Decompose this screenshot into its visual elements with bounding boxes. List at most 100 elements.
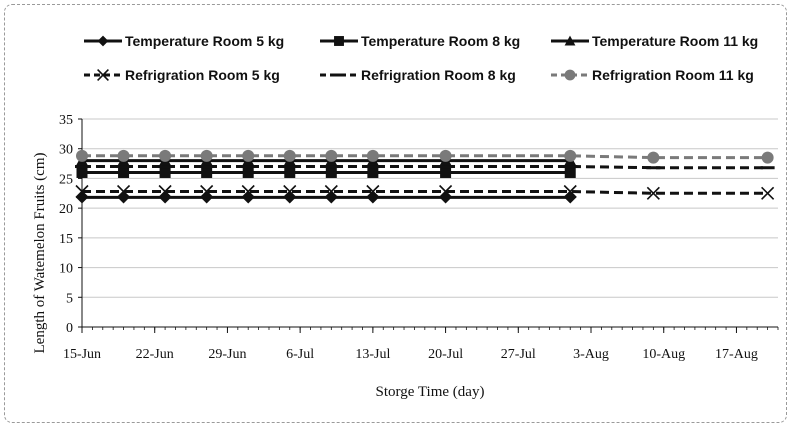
- data-point: [367, 166, 379, 178]
- series-line: [82, 190, 768, 195]
- data-point: [439, 191, 452, 204]
- data-point: [283, 184, 297, 199]
- data-point: [200, 191, 213, 204]
- x-tick-label: 17-Aug: [715, 347, 758, 362]
- data-point: [117, 191, 130, 204]
- data-point-shape: [76, 191, 88, 204]
- data-point: [324, 184, 338, 199]
- data-point: [283, 149, 296, 162]
- x-tick-label: 10-Aug: [642, 347, 685, 362]
- data-point-shape: [366, 191, 379, 204]
- legend-marker: [97, 35, 109, 47]
- legend-entry: Refrigration Room 5 kg: [84, 67, 280, 83]
- data-point-shape: [367, 166, 379, 178]
- data-point: [564, 191, 577, 204]
- data-point: [159, 191, 172, 204]
- data-point-shape: [325, 149, 338, 162]
- data-point-shape: [564, 191, 577, 204]
- data-point-shape: [366, 149, 379, 162]
- legend-entry: Refrigration Room 11 kg: [551, 67, 754, 83]
- data-point-shape: [158, 184, 172, 199]
- x-tick-label: 15-Jun: [63, 347, 101, 362]
- legend-marker: [564, 35, 576, 46]
- legend-label: Temperature Room 5 kg: [125, 33, 284, 49]
- data-point: [439, 149, 452, 162]
- data-point: [325, 166, 337, 178]
- data-point: [761, 151, 774, 164]
- y-tick-label: 35: [59, 113, 73, 128]
- series-line: [82, 154, 768, 160]
- data-point: [75, 184, 89, 199]
- legend-label: Refrigration Room 5 kg: [125, 67, 280, 83]
- data-point-shape: [200, 191, 213, 204]
- data-point-shape: [201, 166, 213, 178]
- data-point-shape: [324, 184, 338, 199]
- data-point: [242, 149, 255, 162]
- y-tick-label: 0: [66, 321, 73, 336]
- legend-entry: Refrigration Room 8 kg: [320, 67, 516, 83]
- data-point-shape: [159, 191, 172, 204]
- legend-marker: [97, 69, 109, 81]
- data-point: [564, 166, 576, 178]
- data-point-shape: [366, 184, 380, 199]
- data-point: [647, 151, 660, 164]
- data-point-shape: [118, 166, 130, 178]
- data-point: [646, 186, 660, 200]
- data-point: [241, 184, 255, 199]
- data-point-shape: [200, 149, 213, 162]
- data-point-shape: [242, 191, 255, 204]
- data-point-shape: [439, 191, 452, 204]
- legend-marker-shape: [564, 69, 576, 81]
- series-line: [82, 165, 768, 170]
- data-point-shape: [159, 166, 171, 178]
- data-point-shape: [241, 184, 255, 199]
- legend-label: Refrigration Room 11 kg: [592, 67, 754, 83]
- data-point-shape: [284, 166, 296, 178]
- data-point-shape: [116, 184, 131, 199]
- legend-entry: Temperature Room 8 kg: [320, 33, 520, 49]
- data-point: [76, 191, 88, 204]
- data-point-shape: [440, 166, 452, 178]
- legend-marker: [564, 69, 576, 81]
- legend-label: Temperature Room 8 kg: [361, 33, 520, 49]
- data-point: [117, 149, 130, 162]
- data-point-shape: [76, 149, 88, 162]
- y-tick-label: 5: [66, 291, 73, 306]
- data-point: [439, 184, 453, 199]
- data-point-shape: [76, 166, 88, 178]
- data-point-shape: [325, 166, 337, 178]
- data-point: [563, 184, 577, 199]
- data-point-shape: [200, 184, 214, 199]
- series-4: [75, 184, 775, 200]
- data-point-shape: [761, 186, 775, 200]
- axes: 0 5 10 15 20 25 30 35 15-Jun 22-Jun 29-Jun 6-Jul 13-…: [59, 113, 779, 362]
- data-point-shape: [283, 149, 296, 162]
- data-point: [159, 166, 171, 178]
- data-point: [325, 191, 338, 204]
- series-2: [76, 166, 576, 178]
- legend: Temperature Room 5 kg Temperature Room 8 …: [84, 33, 758, 83]
- legend-marker-shape: [97, 35, 109, 47]
- series-layer: [75, 149, 775, 204]
- data-point-shape: [242, 166, 254, 178]
- data-point: [158, 184, 172, 199]
- y-tick-label: 25: [59, 172, 73, 187]
- data-point: [283, 191, 296, 204]
- data-point-shape: [242, 149, 255, 162]
- data-point: [366, 191, 379, 204]
- data-point: [201, 166, 213, 178]
- x-axis-title: Storge Time (day): [376, 384, 485, 400]
- data-point: [761, 186, 775, 200]
- series-6: [76, 149, 774, 164]
- legend-marker-shape: [97, 69, 109, 81]
- data-point-shape: [117, 191, 130, 204]
- series-5: [75, 165, 775, 170]
- data-point: [440, 166, 452, 178]
- data-point-shape: [564, 166, 576, 178]
- y-axis-title: Length of Watemelon Fruits (cm): [32, 153, 48, 354]
- data-point-shape: [761, 151, 774, 164]
- y-tick-label: 20: [59, 202, 73, 217]
- data-point: [242, 166, 254, 178]
- data-point-shape: [647, 151, 660, 164]
- x-tick-label: 29-Jun: [208, 347, 246, 362]
